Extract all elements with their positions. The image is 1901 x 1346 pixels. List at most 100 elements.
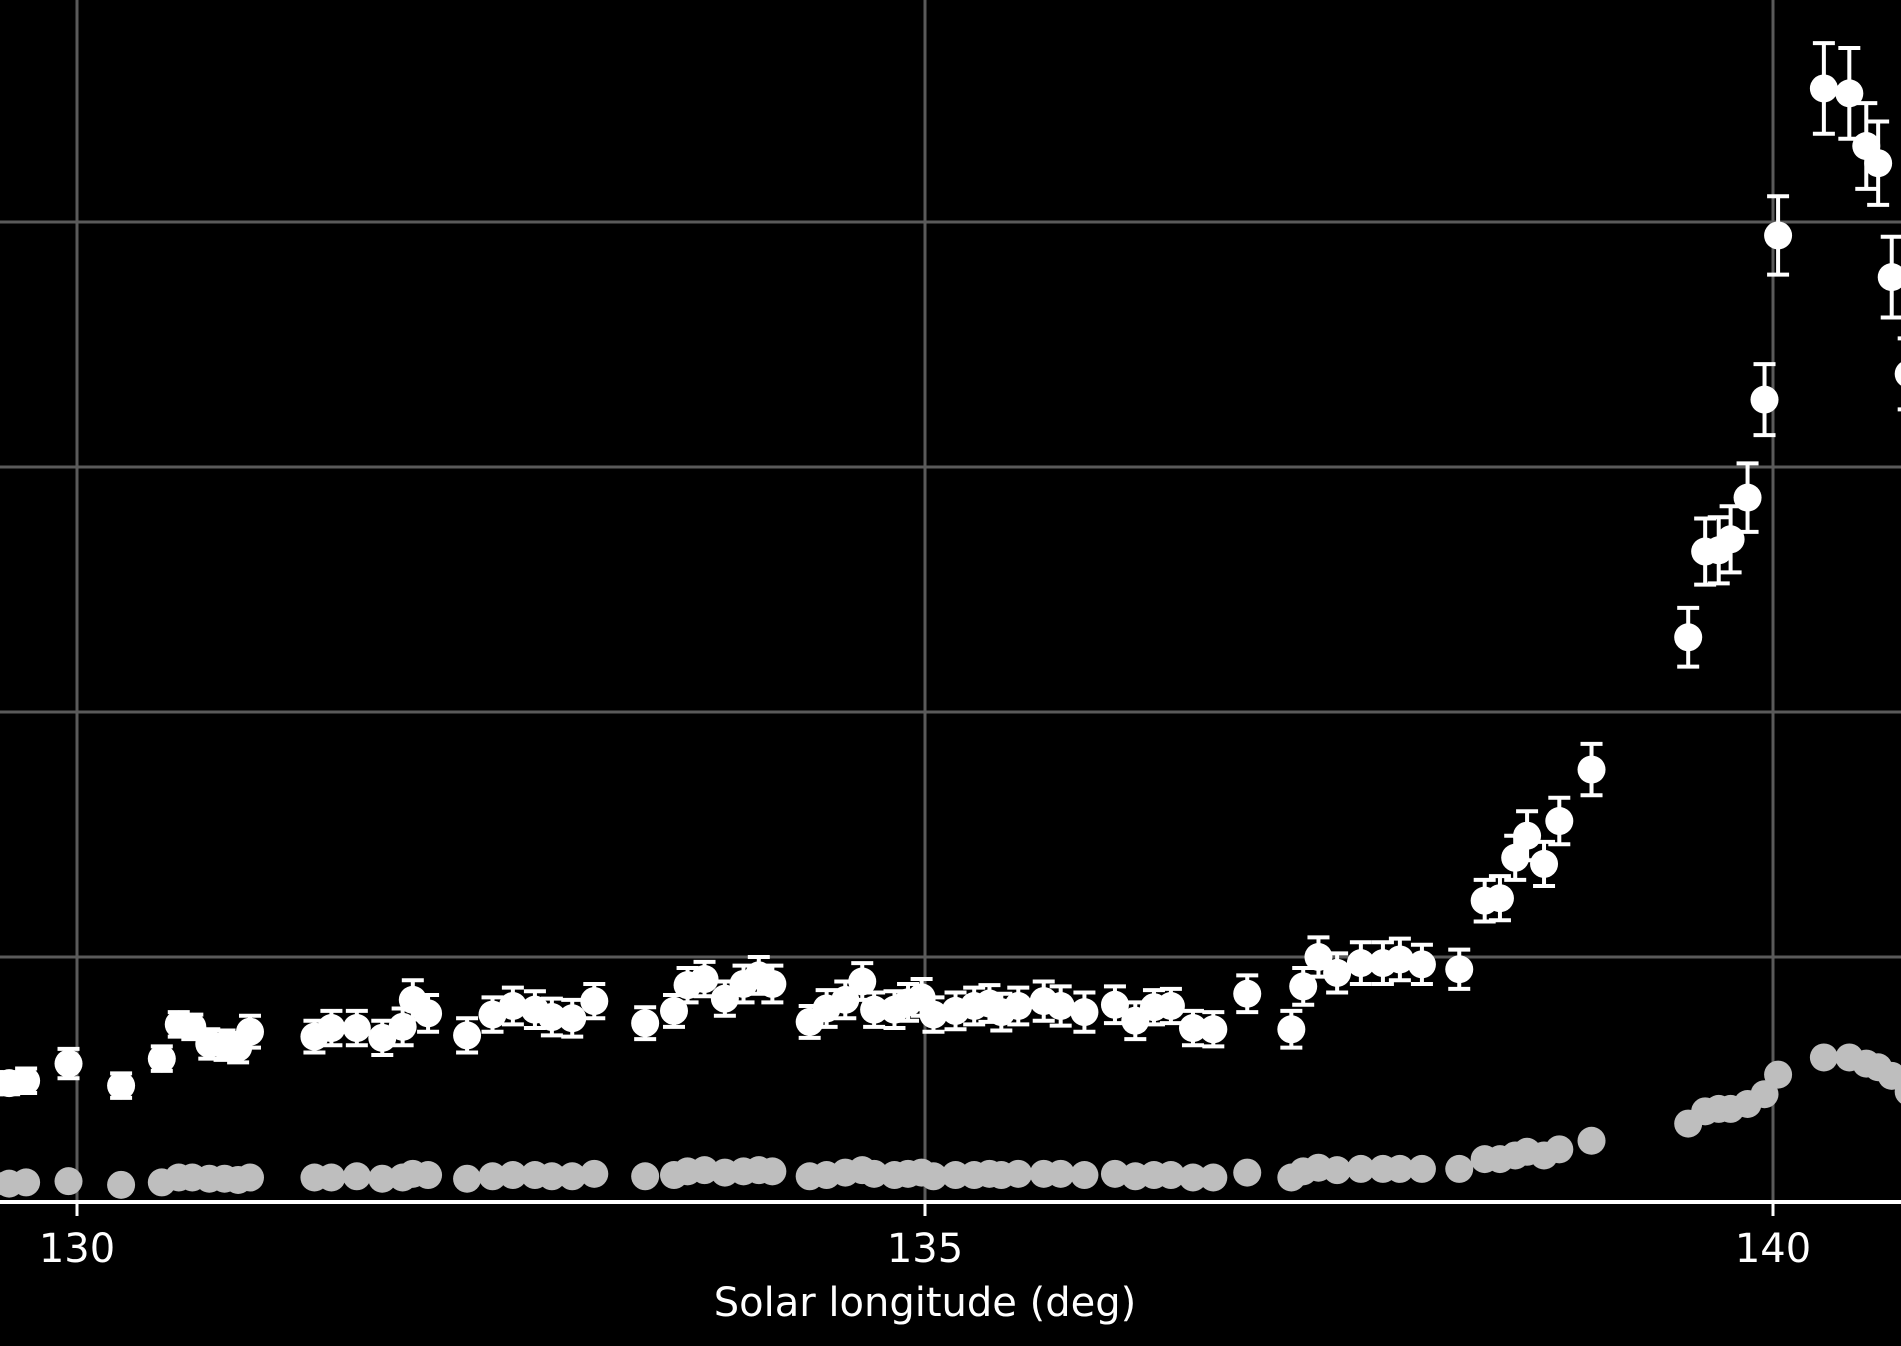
data-point bbox=[1501, 843, 1530, 872]
data-point bbox=[537, 1003, 566, 1032]
data-point bbox=[1233, 1158, 1262, 1187]
data-point bbox=[919, 1000, 948, 1029]
data-point bbox=[1100, 990, 1129, 1019]
data-point bbox=[1530, 849, 1559, 878]
data-point bbox=[860, 995, 889, 1024]
data-point bbox=[1070, 1161, 1099, 1190]
data-point bbox=[1445, 1154, 1474, 1183]
data-point bbox=[1407, 950, 1436, 979]
data-point bbox=[631, 1162, 660, 1191]
data-point bbox=[1485, 884, 1514, 913]
data-point bbox=[558, 1162, 587, 1191]
data-point bbox=[1445, 955, 1474, 984]
data-point bbox=[1764, 221, 1793, 250]
data-point bbox=[558, 1004, 587, 1033]
data-point bbox=[1750, 1080, 1779, 1109]
data-point bbox=[1178, 1014, 1207, 1043]
data-point bbox=[1864, 149, 1893, 178]
data-point bbox=[317, 1163, 346, 1192]
data-point bbox=[1199, 1163, 1228, 1192]
data-point bbox=[1577, 755, 1606, 784]
data-point bbox=[1100, 1159, 1129, 1188]
data-point bbox=[758, 969, 787, 998]
data-point bbox=[453, 1021, 482, 1050]
x-tick-label: 135 bbox=[887, 1226, 963, 1272]
data-point bbox=[414, 999, 443, 1028]
data-point bbox=[1070, 998, 1099, 1027]
data-point bbox=[1156, 992, 1185, 1020]
data-point bbox=[1046, 992, 1075, 1020]
data-point bbox=[580, 987, 609, 1016]
data-point bbox=[1877, 263, 1901, 292]
data-point bbox=[1716, 525, 1745, 554]
x-tick-label: 130 bbox=[39, 1226, 115, 1272]
data-point bbox=[235, 1017, 264, 1046]
data-point bbox=[478, 1162, 507, 1191]
data-point bbox=[1199, 1015, 1228, 1044]
data-point bbox=[147, 1044, 176, 1073]
data-point bbox=[414, 1161, 443, 1190]
data-point bbox=[860, 1159, 889, 1188]
data-point bbox=[54, 1049, 83, 1078]
data-point bbox=[1764, 1060, 1793, 1089]
data-point bbox=[848, 967, 877, 996]
series-primary bbox=[0, 41, 1901, 1100]
series-secondary bbox=[0, 1043, 1901, 1199]
data-point bbox=[453, 1164, 482, 1193]
data-point bbox=[1385, 1154, 1414, 1183]
data-point bbox=[758, 1157, 787, 1186]
data-point bbox=[498, 1161, 527, 1190]
data-point bbox=[1877, 1061, 1901, 1090]
data-point bbox=[1233, 979, 1262, 1008]
data-point bbox=[107, 1071, 136, 1100]
data-point bbox=[1046, 1159, 1075, 1188]
data-point bbox=[1809, 1043, 1838, 1072]
data-point bbox=[342, 1014, 371, 1043]
data-point bbox=[1750, 385, 1779, 414]
data-point bbox=[919, 1162, 948, 1191]
data-point bbox=[1156, 1161, 1185, 1190]
data-point bbox=[1733, 483, 1762, 512]
data-point bbox=[1323, 958, 1352, 987]
data-point bbox=[1894, 1080, 1901, 1104]
data-point bbox=[1809, 74, 1838, 103]
data-point bbox=[368, 1164, 397, 1193]
data-point bbox=[1004, 1159, 1033, 1188]
data-point bbox=[1545, 807, 1574, 836]
data-point bbox=[1545, 1135, 1574, 1164]
data-point bbox=[1004, 992, 1033, 1020]
data-point bbox=[12, 1168, 41, 1197]
data-point bbox=[1894, 362, 1901, 386]
data-point bbox=[631, 1009, 660, 1038]
data-point bbox=[498, 992, 527, 1020]
data-point bbox=[12, 1066, 41, 1095]
data-point bbox=[342, 1162, 371, 1191]
data-point bbox=[1346, 1154, 1375, 1183]
data-point bbox=[1674, 623, 1703, 652]
x-tick-label: 140 bbox=[1735, 1226, 1811, 1272]
data-point bbox=[54, 1167, 83, 1196]
data-point bbox=[1178, 1163, 1207, 1192]
data-point bbox=[580, 1159, 609, 1188]
data-point bbox=[235, 1163, 264, 1192]
data-point bbox=[1513, 821, 1542, 850]
data-point bbox=[831, 985, 860, 1014]
data-point bbox=[1577, 1126, 1606, 1155]
data-point bbox=[107, 1170, 136, 1199]
grid bbox=[0, 0, 1901, 1202]
data-point bbox=[1323, 1156, 1352, 1185]
data-point bbox=[1289, 972, 1318, 1001]
data-point bbox=[1277, 1015, 1306, 1044]
data-point bbox=[1346, 949, 1375, 978]
data-point bbox=[690, 965, 719, 994]
data-point bbox=[690, 1156, 719, 1185]
data-point bbox=[1407, 1154, 1436, 1183]
x-axis-label: Solar longitude (deg) bbox=[714, 1280, 1136, 1326]
data-point bbox=[178, 1012, 207, 1041]
data-point bbox=[1835, 79, 1864, 108]
data-point bbox=[537, 1162, 566, 1191]
series-layer bbox=[0, 41, 1901, 1199]
x-axis: 130 135 140 bbox=[0, 1200, 1901, 1272]
